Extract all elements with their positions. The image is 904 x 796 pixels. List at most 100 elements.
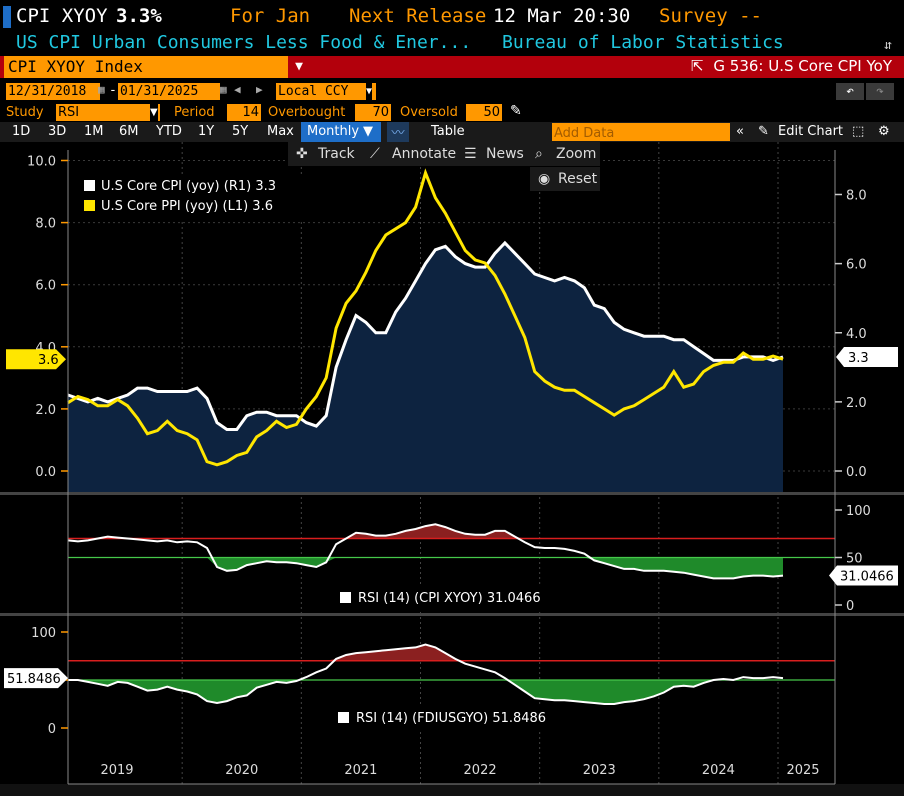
- zoom-icon[interactable]: ⌕: [535, 146, 543, 162]
- prev-icon[interactable]: ◀: [234, 83, 241, 96]
- frequency-select[interactable]: Monthly ▼: [301, 122, 381, 142]
- left-tick-label: 6.0: [35, 279, 56, 294]
- range-1d[interactable]: 1D: [12, 124, 31, 139]
- end-date-field[interactable]: 01/31/2025: [118, 83, 220, 100]
- x-tick-label: 2023: [583, 763, 616, 778]
- last-value-tag-left: [6, 349, 66, 370]
- bottom-strip: [0, 784, 904, 796]
- chart-settings-icon[interactable]: ⬚: [852, 124, 865, 139]
- period-field[interactable]: 14: [227, 104, 261, 121]
- date-row: 12/31/2018 ▦ - 01/31/2025 ▦ ◀ ▶ Local CC…: [0, 82, 904, 102]
- edit-chart-button[interactable]: Edit Chart: [778, 124, 844, 139]
- export-icon[interactable]: ⇱: [690, 57, 704, 75]
- currency-field[interactable]: Local CCY: [276, 83, 376, 100]
- last-value-left: 3.6: [38, 353, 59, 368]
- chart-type-icon[interactable]: 〰: [387, 122, 409, 142]
- range-5y[interactable]: 5Y: [232, 124, 249, 139]
- rsi-last-value: 31.0466: [840, 570, 894, 585]
- oversold-fill: [68, 680, 783, 704]
- oversold-field[interactable]: 50: [466, 104, 502, 121]
- pencil-icon[interactable]: ✎: [758, 124, 769, 139]
- news-icon[interactable]: ☰: [464, 146, 477, 162]
- collapse-icon[interactable]: «: [736, 124, 744, 139]
- right-tick-label: 4.0: [846, 327, 867, 342]
- rsi-legend-swatch: [340, 592, 351, 603]
- page-title: ⇱ G 536: U.S Core CPI YoY: [691, 57, 892, 75]
- study-label: Study: [6, 105, 44, 120]
- date-separator: -: [109, 83, 117, 98]
- study-row: Study RSI ▼ Period 14 Overbought 70 Over…: [0, 103, 904, 123]
- reset-label: Reset: [558, 171, 598, 187]
- rsi-legend: RSI (14) (CPI XYOY) 31.0466: [332, 584, 582, 610]
- right-tick-label: 8.0: [846, 189, 867, 204]
- legend-swatch: [84, 200, 95, 211]
- track-icon[interactable]: ✜: [296, 146, 308, 162]
- calendar-icon[interactable]: ▦: [220, 83, 227, 96]
- left-tick-label: 8.0: [35, 217, 56, 232]
- chart-area[interactable]: U.S Core CPI (yoy) (R1) 3.3 U.S Core PPI …: [0, 142, 904, 796]
- overbought-label: Overbought: [268, 105, 346, 120]
- source: Bureau of Labor Statistics: [502, 32, 784, 53]
- undo-icon[interactable]: ↶: [836, 83, 864, 100]
- next-release-label: Next Release: [349, 5, 487, 27]
- calendar-icon[interactable]: ▦: [98, 83, 105, 96]
- rsi-tick-label: 0: [846, 599, 854, 614]
- ppi-line: [67, 168, 784, 467]
- start-date-field[interactable]: 12/31/2018: [6, 83, 100, 100]
- dropdown-icon[interactable]: ▼: [150, 104, 158, 121]
- range-toolbar: 1D 3D 1M 6M YTD 1Y 5Y Max Monthly ▼ 〰 Tab…: [0, 122, 904, 142]
- rsi-legend: RSI (14) (FDIUSGYO) 51.8486: [330, 704, 580, 730]
- legend: U.S Core CPI (yoy) (R1) 3.3 U.S Core PPI …: [78, 175, 308, 219]
- dropdown-icon[interactable]: ▼: [288, 56, 310, 78]
- rsi-last-tag: [4, 668, 68, 689]
- left-tick-label: 2.0: [35, 403, 56, 418]
- oversold-fill: [68, 557, 783, 579]
- period-label: Period: [174, 105, 215, 120]
- page-title-text: G 536: U.S Core CPI YoY: [713, 57, 892, 75]
- table-button[interactable]: Table: [431, 124, 465, 139]
- annotate-icon[interactable]: ⟋: [370, 146, 380, 162]
- dropdown-icon[interactable]: ▼: [366, 83, 373, 100]
- right-tick-label: 2.0: [846, 396, 867, 411]
- zoom-button[interactable]: Zoom: [556, 146, 597, 162]
- range-1m[interactable]: 1M: [84, 124, 104, 139]
- pencil-icon[interactable]: ✎: [510, 103, 522, 119]
- rsi-legend-box: [332, 584, 582, 610]
- dropdown-icon: ▼: [363, 124, 373, 139]
- x-tick-label: 2024: [702, 763, 735, 778]
- range-3d[interactable]: 3D: [48, 124, 67, 139]
- next-release: 12 Mar 20:30: [493, 5, 631, 27]
- panel-divider: [0, 613, 904, 616]
- overbought-field[interactable]: 70: [355, 104, 391, 121]
- legend-entry: U.S Core CPI (yoy) (R1) 3.3: [101, 179, 276, 194]
- header-row: CPI XYOY 3.3% For Jan Next Release 12 Ma…: [0, 0, 904, 34]
- range-max[interactable]: Max: [267, 124, 294, 139]
- rsi-legend-box: [330, 704, 580, 730]
- annotate-button[interactable]: Annotate: [392, 146, 457, 162]
- rsi-line: [67, 523, 784, 580]
- gear-icon[interactable]: ⚙: [878, 124, 890, 139]
- last-value: 3.3%: [116, 5, 162, 27]
- range-6m[interactable]: 6M: [119, 124, 139, 139]
- range-1y[interactable]: 1Y: [198, 124, 215, 139]
- rsi-tick-label: 50: [846, 552, 863, 567]
- track-button[interactable]: Track: [318, 146, 355, 162]
- frequency-label: Monthly: [307, 124, 360, 139]
- last-value-tag-right: [836, 346, 898, 367]
- rsi-legend-entry: RSI (14) (FDIUSGYO) 51.8486: [356, 711, 546, 726]
- next-icon[interactable]: ▶: [256, 83, 263, 96]
- range-ytd[interactable]: YTD: [156, 124, 182, 139]
- security-field[interactable]: CPI XYOY Index ▼: [4, 56, 310, 78]
- overbought-fill: [68, 644, 783, 661]
- study-field[interactable]: RSI: [56, 104, 160, 121]
- scroll-icon[interactable]: ⇵: [884, 38, 892, 53]
- x-tick-label: 2019: [100, 763, 133, 778]
- news-button[interactable]: News: [486, 146, 524, 162]
- legend-entry: U.S Core PPI (yoy) (L1) 3.6: [101, 199, 273, 214]
- reset-button[interactable]: ◉ Reset: [530, 167, 600, 191]
- overbought-fill: [68, 524, 783, 539]
- add-data-input[interactable]: Add Data: [552, 123, 730, 141]
- rsi-tick-label: 100: [846, 504, 871, 519]
- redo-icon[interactable]: ↷: [866, 83, 894, 100]
- left-tick-label: 10.0: [27, 155, 56, 170]
